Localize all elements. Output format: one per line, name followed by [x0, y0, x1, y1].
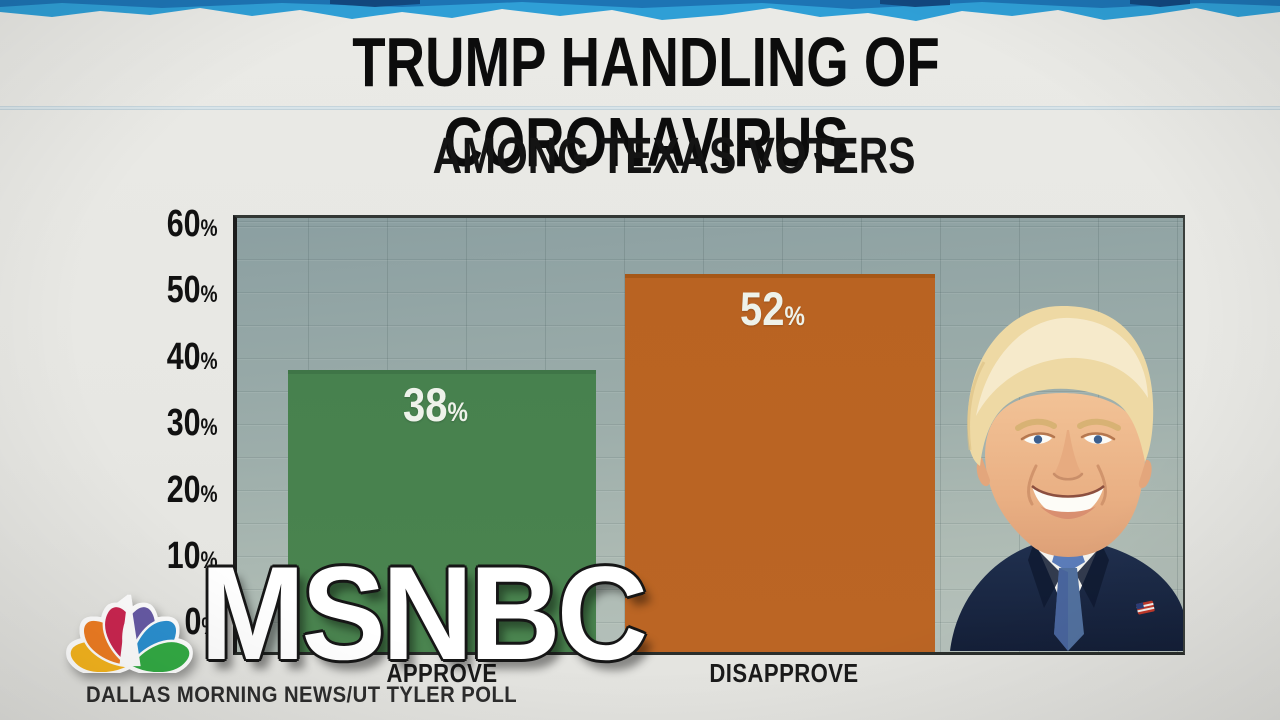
bar-value-approve: 38%	[403, 378, 468, 431]
bar-value-disapprove: 52%	[740, 282, 805, 335]
y-axis-tick-50: 50%	[167, 269, 218, 311]
torn-blue-edge-decoration	[0, 0, 1280, 21]
trump-photo	[950, 305, 1183, 651]
bar-disapprove	[625, 274, 935, 652]
y-axis-tick-30: 30%	[167, 402, 218, 444]
page-subtitle: AMONG TEXAS VOTERS	[432, 127, 916, 184]
y-axis-tick-60: 60%	[167, 203, 218, 245]
x-axis-label-approve: APPROVE	[386, 658, 498, 688]
y-axis-tick-0: 0%	[184, 601, 218, 643]
title-divider	[0, 106, 1280, 110]
bar-approve	[288, 370, 596, 652]
y-axis-tick-40: 40%	[167, 336, 218, 378]
source-attribution: DALLAS MORNING NEWS/UT TYLER POLL	[86, 682, 518, 707]
y-axis-tick-20: 20%	[167, 469, 218, 511]
y-axis-tick-10: 10%	[167, 535, 218, 577]
page-title: TRUMP HANDLING OF CORONAVIRUS	[352, 23, 940, 181]
nbc-peacock-logo-icon	[68, 596, 192, 672]
x-axis-label-disapprove: DISAPPROVE	[709, 658, 859, 688]
msnbc-wordmark: MSNBC	[200, 540, 648, 688]
